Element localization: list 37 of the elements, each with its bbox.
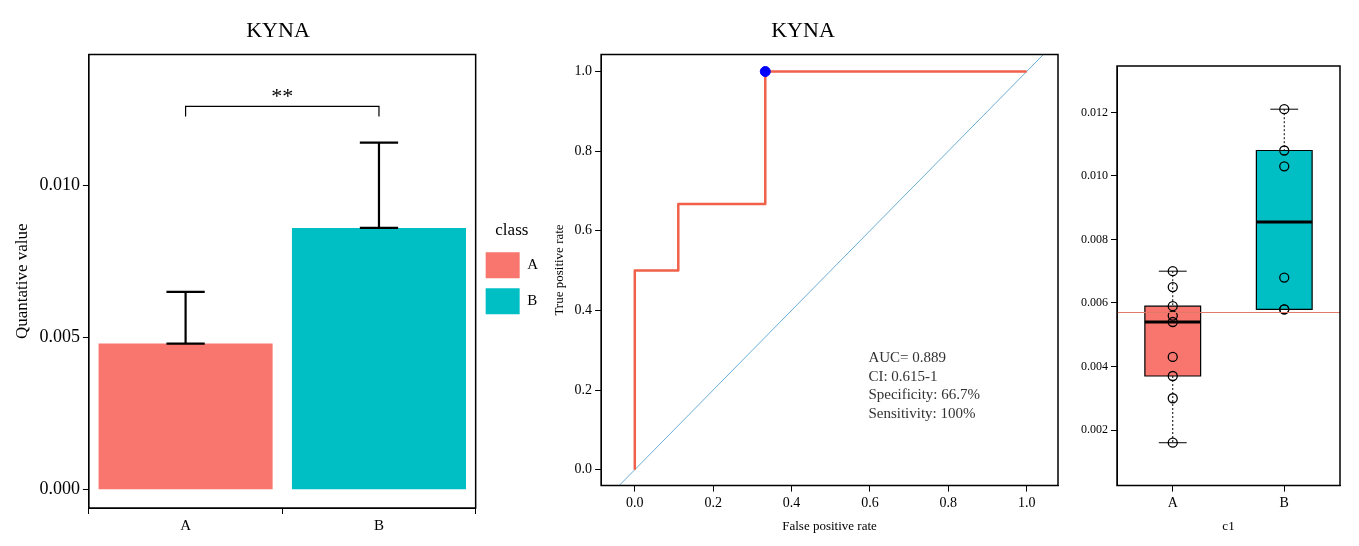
x-tick-label: 0.4 [782, 494, 801, 510]
annotation: Specificity: 66.7% [868, 386, 981, 403]
x-tick-label: 0.8 [939, 494, 958, 510]
y-tick-label: 0.000 [39, 478, 80, 499]
annotation: CI: 0.615-1 [868, 367, 938, 384]
y-tick-label: 0.010 [1081, 168, 1108, 183]
annotation: ** [271, 83, 294, 109]
x-tick-label: A [1167, 494, 1179, 510]
y-tick-label: 0.008 [1081, 231, 1108, 246]
y-tick-label: 0.006 [1081, 295, 1108, 310]
legend-label: A [527, 256, 539, 273]
x-tick-label: 1.0 [1017, 494, 1036, 510]
annotation: Sensitivity: 100% [868, 404, 976, 421]
y-tick-label: 0.005 [39, 326, 80, 347]
y-axis-title: Quantative value [11, 223, 31, 340]
x-tick-label: 0.0 [626, 494, 644, 510]
x-axis-title: False positive rate [782, 517, 878, 533]
x-tick-label: 0.2 [704, 494, 722, 510]
legend-title: class [495, 219, 529, 239]
y-tick-label: 0.6 [574, 222, 593, 238]
y-tick-label: 0.004 [1081, 358, 1108, 373]
y-tick-label: 1.0 [574, 63, 593, 79]
y-tick-label: 0.2 [574, 381, 593, 397]
y-tick-label: 0.010 [39, 174, 80, 195]
x-tick-label: 0.6 [861, 494, 879, 510]
y-tick-label: 0.012 [1081, 104, 1108, 119]
y-axis-title: True positive rate [551, 224, 567, 316]
x-axis-title: c1 [1222, 517, 1235, 533]
annotation: AUC= 0.889 [868, 349, 947, 366]
y-tick-label: 0.8 [574, 142, 593, 158]
x-tick-label: B [1279, 494, 1289, 510]
legend-label: B [527, 292, 538, 309]
y-tick-label: 0.0 [574, 461, 593, 477]
y-tick-label: 0.002 [1081, 422, 1108, 437]
y-tick-label: 0.4 [574, 302, 593, 318]
chart-title: KYNA [771, 16, 835, 42]
chart-title: KYNA [246, 16, 310, 42]
